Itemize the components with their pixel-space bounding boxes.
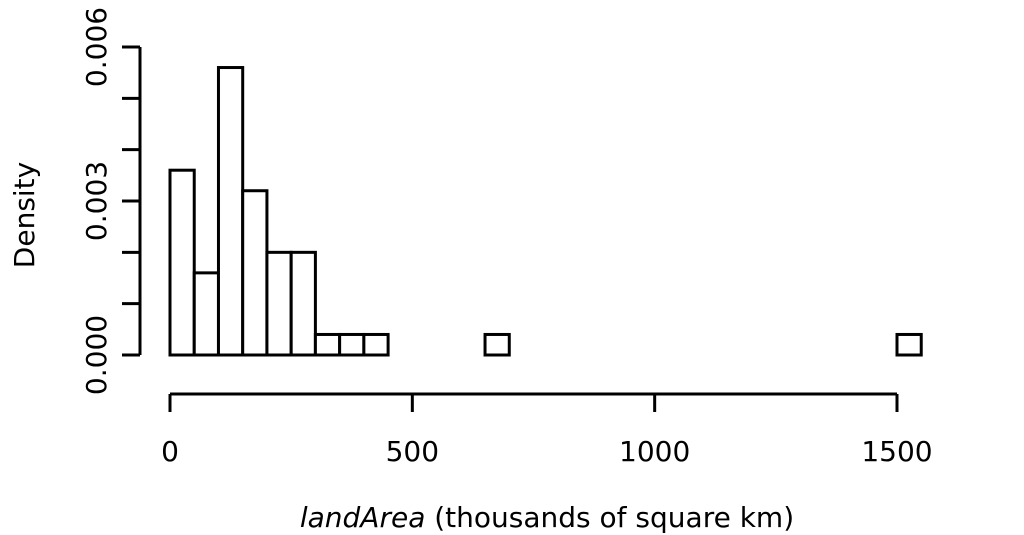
x-axis: 0 500 1000 1500 — [161, 392, 933, 468]
y-tick-label: 0.006 — [80, 7, 113, 87]
x-tick-label: 1500 — [861, 435, 932, 468]
histogram-bar — [338, 332, 366, 357]
histogram-bars — [168, 66, 923, 357]
x-tick-label: 0 — [161, 435, 179, 468]
histogram-bar — [216, 66, 245, 357]
histogram-bar — [265, 250, 293, 357]
x-axis-title-variable: landArea — [300, 501, 426, 534]
y-axis-title: Density — [8, 162, 41, 268]
histogram-bar — [895, 332, 923, 357]
x-axis-title: landArea (thousands of square km) — [300, 501, 794, 534]
x-tick-label: 500 — [386, 435, 439, 468]
histogram-bar — [483, 332, 511, 357]
y-tick-label: 0.003 — [80, 161, 113, 241]
histogram-bar — [313, 332, 342, 357]
x-axis-title-units: (thousands of square km) — [425, 501, 794, 534]
histogram-bar — [241, 189, 269, 357]
histogram-bar — [192, 271, 220, 357]
y-tick-label: 0.000 — [80, 315, 113, 395]
histogram-bar — [362, 332, 390, 357]
x-tick-label: 1000 — [619, 435, 690, 468]
histogram-bar — [168, 168, 196, 357]
histogram-bar — [289, 250, 317, 357]
y-axis: 0.000 0.003 0.006 — [80, 7, 142, 395]
